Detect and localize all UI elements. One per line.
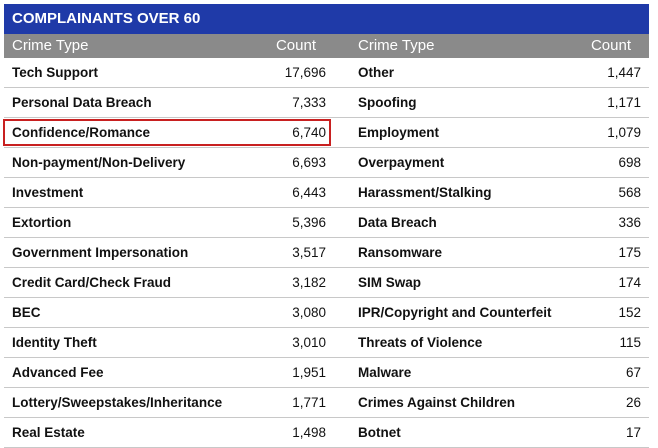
crime-type-right: Spoofing — [358, 95, 417, 110]
count-right: 175 — [618, 245, 641, 260]
crime-type-right: Harassment/Stalking — [358, 185, 492, 200]
crime-type-right: Overpayment — [358, 155, 445, 170]
table-row: Lottery/Sweepstakes/Inheritance 1,771 Cr… — [4, 388, 649, 418]
table-row: Confidence/Romance 6,740 Employment 1,07… — [4, 118, 649, 148]
table-row: Tech Support 17,696 Other 1,447 — [4, 58, 649, 88]
table-row: Investment 6,443 Harassment/Stalking 568 — [4, 178, 649, 208]
crime-type-left: Non-payment/Non-Delivery — [12, 155, 186, 170]
count-left: 3,517 — [292, 245, 326, 260]
crime-type-left: Tech Support — [12, 65, 98, 80]
count-left: 3,010 — [292, 335, 326, 350]
count-right: 152 — [618, 305, 641, 320]
table-row: Extortion 5,396 Data Breach 336 — [4, 208, 649, 238]
table-row: Real Estate 1,498 Botnet 17 — [4, 418, 649, 448]
crime-type-right: Other — [358, 65, 395, 80]
header-crime-type-left: Crime Type — [12, 37, 89, 54]
count-left: 1,771 — [292, 395, 326, 410]
crime-type-left: Confidence/Romance — [12, 125, 151, 140]
crime-type-left: Advanced Fee — [12, 365, 104, 380]
crime-type-right: Data Breach — [358, 215, 437, 230]
count-left: 5,396 — [292, 215, 326, 230]
count-left: 6,740 — [292, 125, 326, 140]
crime-type-left: Real Estate — [12, 425, 85, 440]
table-row: Advanced Fee 1,951 Malware 67 — [4, 358, 649, 388]
count-left: 1,498 — [292, 425, 326, 440]
table-row: Credit Card/Check Fraud 3,182 SIM Swap 1… — [4, 268, 649, 298]
header-count-right: Count — [590, 37, 631, 54]
count-left: 3,182 — [292, 275, 326, 290]
count-left: 6,693 — [292, 155, 326, 170]
table-row: Personal Data Breach 7,333 Spoofing 1,17… — [4, 88, 649, 118]
count-right: 67 — [625, 365, 641, 380]
count-right: 1,447 — [607, 65, 641, 80]
crime-type-left: Identity Theft — [12, 335, 97, 350]
count-right: 1,079 — [607, 125, 641, 140]
count-left: 6,443 — [292, 185, 326, 200]
count-right: 17 — [625, 425, 641, 440]
count-left: 1,951 — [292, 365, 326, 380]
crime-type-left: Personal Data Breach — [12, 95, 152, 110]
crime-type-right: IPR/Copyright and Counterfeit — [358, 305, 552, 320]
crime-type-right: Botnet — [358, 425, 401, 440]
crime-type-right: Threats of Violence — [358, 335, 483, 350]
crime-type-left: Lottery/Sweepstakes/Inheritance — [12, 395, 223, 410]
count-right: 698 — [618, 155, 641, 170]
table-row: BEC 3,080 IPR/Copyright and Counterfeit … — [4, 298, 649, 328]
header-count-left: Count — [275, 37, 316, 54]
count-right: 336 — [618, 215, 641, 230]
crime-type-right: SIM Swap — [358, 275, 422, 290]
count-right: 568 — [618, 185, 641, 200]
crime-type-left: Investment — [12, 185, 84, 200]
crime-type-left: BEC — [12, 305, 41, 320]
crime-type-left: Government Impersonation — [12, 245, 189, 260]
table-row: Identity Theft 3,010 Threats of Violence… — [4, 328, 649, 358]
crime-type-right: Crimes Against Children — [358, 395, 516, 410]
count-left: 17,696 — [284, 65, 326, 80]
table-body: Tech Support 17,696 Other 1,447 Personal… — [4, 58, 649, 448]
count-left: 3,080 — [292, 305, 326, 320]
crime-type-left: Credit Card/Check Fraud — [12, 275, 172, 290]
crime-type-right: Ransomware — [358, 245, 443, 260]
table-title: COMPLAINANTS OVER 60 — [4, 4, 649, 34]
table-row: Government Impersonation 3,517 Ransomwar… — [4, 238, 649, 268]
crime-type-right: Malware — [358, 365, 412, 380]
count-right: 1,171 — [607, 95, 641, 110]
table-row: Non-payment/Non-Delivery 6,693 Overpayme… — [4, 148, 649, 178]
count-right: 115 — [619, 335, 641, 350]
count-left: 7,333 — [292, 95, 326, 110]
header-crime-type-right: Crime Type — [358, 37, 435, 54]
count-right: 174 — [618, 275, 641, 290]
crime-type-right: Employment — [358, 125, 440, 140]
table-header: Crime Type Count Crime Type Count — [4, 34, 649, 58]
crime-type-left: Extortion — [12, 215, 72, 230]
count-right: 26 — [625, 395, 641, 410]
